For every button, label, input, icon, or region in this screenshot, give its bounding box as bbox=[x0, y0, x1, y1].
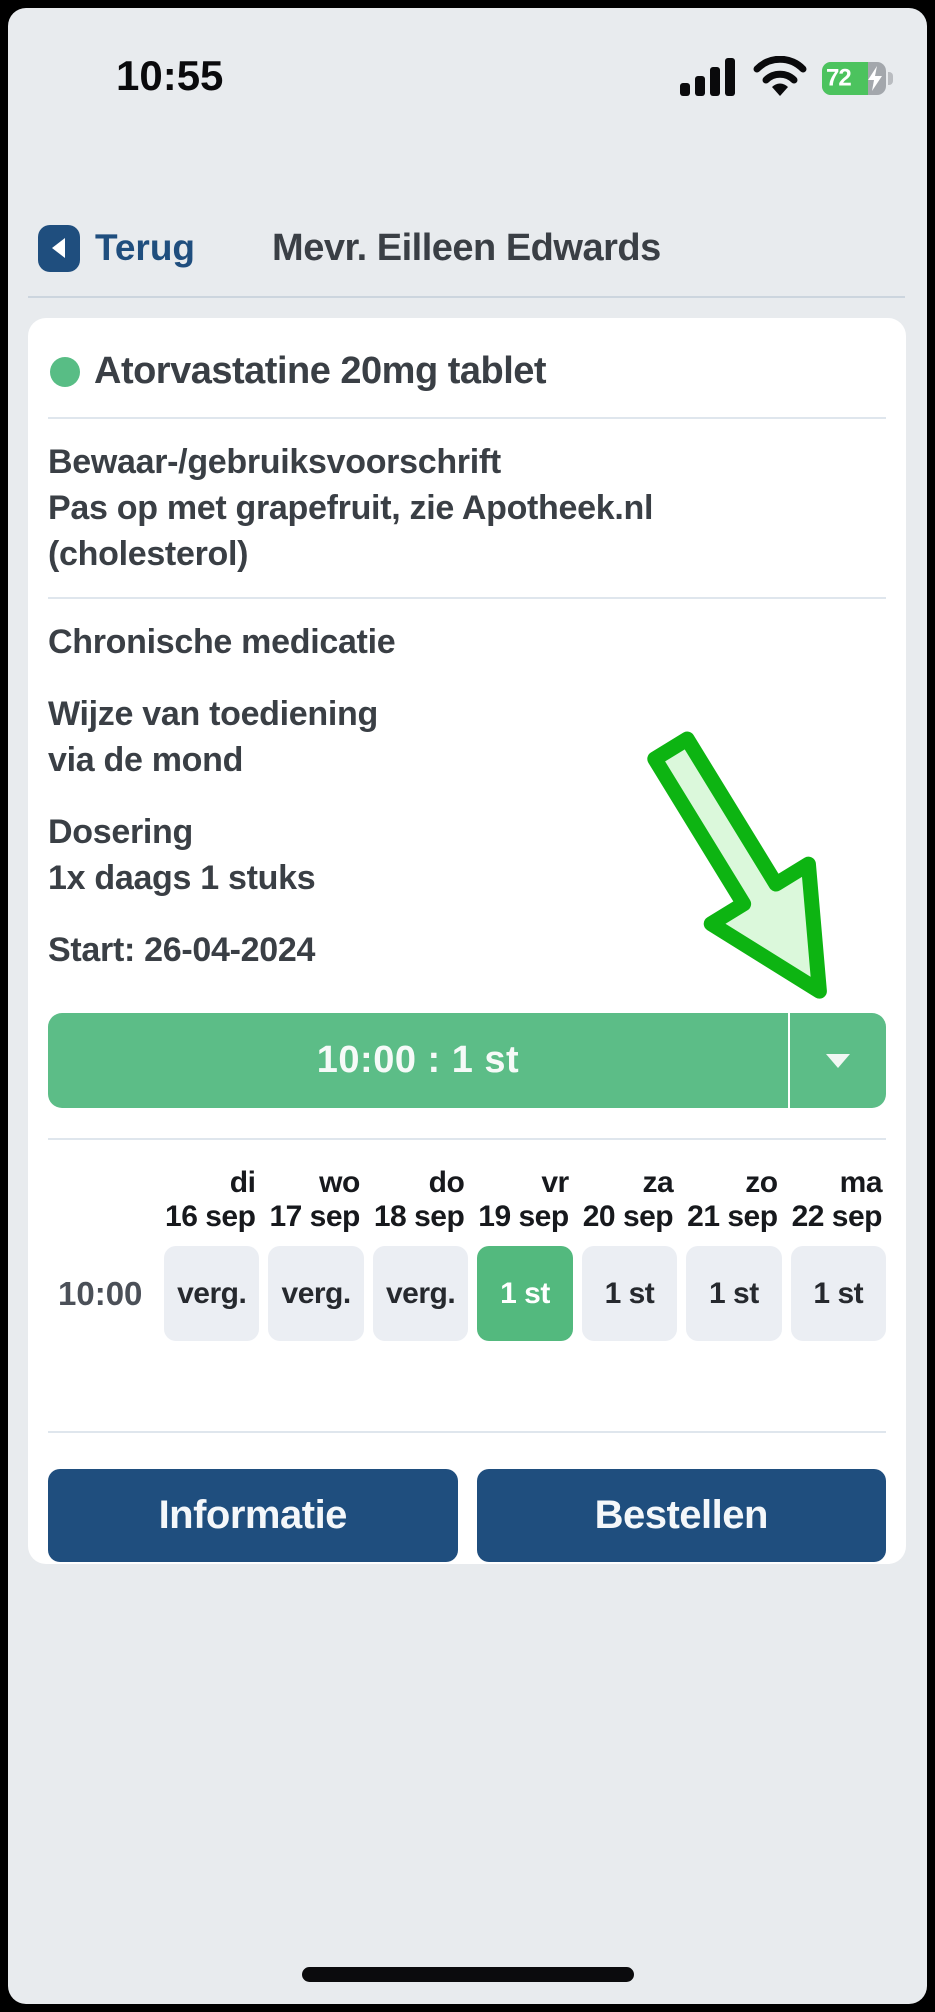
dropdown-caret-button[interactable] bbox=[790, 1013, 886, 1108]
dose-cell[interactable]: 1 st bbox=[790, 1246, 886, 1341]
order-button[interactable]: Bestellen bbox=[476, 1469, 886, 1562]
dose-dropdown-label: 10:00 : 1 st bbox=[316, 1039, 520, 1081]
dose-cell[interactable]: 1 st bbox=[686, 1246, 782, 1341]
storage-instructions: Bewaar-/gebruiksvoorschrift Pas op met g… bbox=[48, 439, 886, 577]
day-header: di 16 sep bbox=[165, 1166, 256, 1233]
schedule-header-row: di 16 sep wo 17 sep do 18 sep vr 19 sep za 20… bbox=[48, 1166, 886, 1234]
back-chevron-icon bbox=[38, 224, 80, 272]
back-button[interactable]: Terug bbox=[38, 224, 196, 272]
storage-line2: (cholesterol) bbox=[48, 535, 249, 573]
day-header: za 20 sep bbox=[582, 1166, 674, 1233]
route-heading: Wijze van toediening bbox=[48, 695, 378, 733]
dose-cell[interactable]: 1 st bbox=[477, 1246, 573, 1341]
medication-category: Chronische medicatie bbox=[48, 623, 396, 661]
dose-cell[interactable]: verg. bbox=[164, 1246, 260, 1341]
battery-icon: 72 bbox=[822, 62, 893, 95]
dosage-value: 1x daags 1 stuks bbox=[48, 859, 316, 897]
dropdown-separator bbox=[788, 1013, 790, 1108]
day-header: ma 22 sep bbox=[791, 1166, 883, 1233]
dosage-heading: Dosering bbox=[48, 813, 193, 851]
storage-heading: Bewaar-/gebruiksvoorschrift bbox=[48, 443, 501, 481]
phone-screen: 10:55 72 bbox=[8, 8, 927, 2004]
route-block: Wijze van toediening via de mond bbox=[48, 691, 886, 783]
action-buttons: Informatie Bestellen bbox=[48, 1469, 886, 1562]
battery-nub bbox=[888, 72, 893, 85]
dose-cell[interactable]: 1 st bbox=[581, 1246, 678, 1341]
dose-time-dropdown[interactable]: 10:00 : 1 st bbox=[48, 1013, 886, 1108]
information-button[interactable]: Informatie bbox=[48, 1469, 458, 1562]
day-header: zo 21 sep bbox=[687, 1166, 778, 1233]
chevron-down-icon bbox=[826, 1053, 850, 1068]
card-divider bbox=[48, 1431, 886, 1433]
status-icons: 72 bbox=[680, 55, 893, 101]
storage-line1: Pas op met grapefruit, zie Apotheek.nl bbox=[48, 489, 654, 527]
dosage-block: Dosering 1x daags 1 stuks bbox=[48, 809, 886, 901]
day-header: vr 19 sep bbox=[478, 1166, 569, 1233]
medication-status-dot bbox=[50, 356, 80, 387]
medication-card: Atorvastatine 20mg tablet Bewaar-/gebrui… bbox=[28, 318, 906, 1564]
nav-header: Terug Mevr. Eilleen Edwards bbox=[38, 222, 897, 274]
battery-percent: 72 bbox=[826, 63, 852, 91]
status-time: 10:55 bbox=[116, 52, 224, 99]
wifi-icon bbox=[752, 55, 808, 101]
battery-fill bbox=[822, 62, 869, 95]
card-divider bbox=[48, 417, 886, 419]
home-indicator[interactable] bbox=[301, 1967, 634, 1982]
header-divider bbox=[28, 296, 905, 298]
dose-cell[interactable]: verg. bbox=[372, 1246, 469, 1341]
dose-cell[interactable]: verg. bbox=[268, 1246, 364, 1341]
back-label: Terug bbox=[95, 227, 196, 268]
day-header: do 18 sep bbox=[373, 1166, 465, 1233]
card-divider bbox=[48, 1138, 886, 1140]
week-schedule: di 16 sep wo 17 sep do 18 sep vr 19 sep za 20… bbox=[48, 1166, 886, 1341]
card-divider bbox=[48, 597, 886, 599]
signal-icon bbox=[680, 56, 738, 101]
battery-charging-bolt-icon bbox=[867, 66, 883, 95]
medication-name: Atorvastatine 20mg tablet bbox=[94, 350, 547, 392]
start-date: Start: 26-04-2024 bbox=[48, 931, 316, 969]
schedule-value-row: 10:00 verg. verg. verg. 1 st 1 st 1 st 1… bbox=[48, 1246, 886, 1341]
schedule-row-time: 10:00 bbox=[58, 1274, 143, 1312]
route-value: via de mond bbox=[48, 741, 244, 779]
day-header: wo 17 sep bbox=[269, 1166, 360, 1233]
medication-title-row: Atorvastatine 20mg tablet bbox=[48, 350, 886, 393]
page-title: Mevr. Eilleen Edwards bbox=[272, 226, 661, 269]
